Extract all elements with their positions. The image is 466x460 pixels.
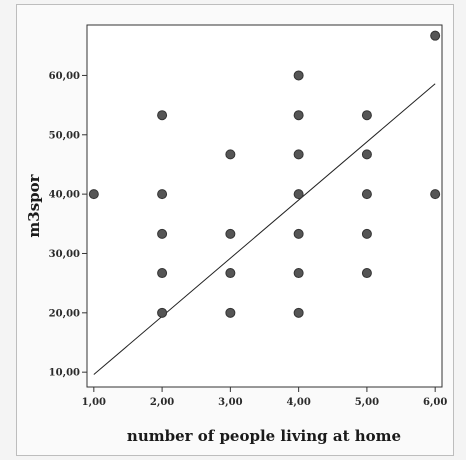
data-point bbox=[293, 110, 304, 121]
y-tick-label: 20,00 bbox=[49, 308, 80, 319]
scatter-plot: 10,00 20,00 30,00 40,00 50,00 60,00 1,00 2,00 3… bbox=[25, 24, 447, 445]
data-point bbox=[225, 149, 236, 160]
x-tick-label: 4,00 bbox=[286, 397, 310, 408]
data-point bbox=[293, 268, 304, 279]
data-point bbox=[361, 228, 372, 239]
data-point bbox=[225, 228, 236, 239]
data-point bbox=[361, 110, 372, 121]
data-point bbox=[157, 228, 168, 239]
x-tick-label: 3,00 bbox=[218, 397, 242, 408]
data-point bbox=[88, 189, 99, 200]
chart-frame: 10,00 20,00 30,00 40,00 50,00 60,00 1,00 2,00 3… bbox=[16, 4, 454, 456]
data-point bbox=[293, 149, 304, 160]
data-point bbox=[430, 189, 441, 200]
x-tick-label: 6,00 bbox=[423, 397, 447, 408]
y-tick-label: 50,00 bbox=[49, 130, 80, 141]
y-tick-label: 30,00 bbox=[49, 249, 80, 260]
data-point bbox=[157, 268, 168, 279]
data-point bbox=[361, 268, 372, 279]
y-tick-label: 60,00 bbox=[49, 71, 80, 82]
x-axis-title: number of people living at home bbox=[127, 427, 401, 445]
x-tick-label: 2,00 bbox=[150, 397, 174, 408]
data-point bbox=[361, 189, 372, 200]
data-point bbox=[157, 307, 168, 318]
data-point bbox=[430, 30, 441, 41]
plot-area bbox=[86, 24, 443, 388]
y-tick-label: 10,00 bbox=[49, 368, 80, 379]
data-point bbox=[225, 268, 236, 279]
data-point bbox=[157, 189, 168, 200]
y-axis: 10,00 20,00 30,00 40,00 50,00 60,00 bbox=[49, 71, 87, 379]
y-axis-title: m3spor bbox=[25, 173, 43, 237]
x-tick-label: 1,00 bbox=[82, 397, 106, 408]
data-point bbox=[293, 189, 304, 200]
data-point bbox=[157, 110, 168, 121]
data-point bbox=[293, 228, 304, 239]
data-point bbox=[225, 307, 236, 318]
data-point bbox=[293, 70, 304, 81]
x-tick-label: 5,00 bbox=[355, 397, 379, 408]
y-tick-label: 40,00 bbox=[49, 190, 80, 201]
data-points bbox=[88, 30, 441, 318]
data-point bbox=[361, 149, 372, 160]
fit-line bbox=[93, 83, 436, 375]
x-axis: 1,00 2,00 3,00 4,00 5,00 6,00 bbox=[82, 387, 447, 408]
data-point bbox=[293, 307, 304, 318]
